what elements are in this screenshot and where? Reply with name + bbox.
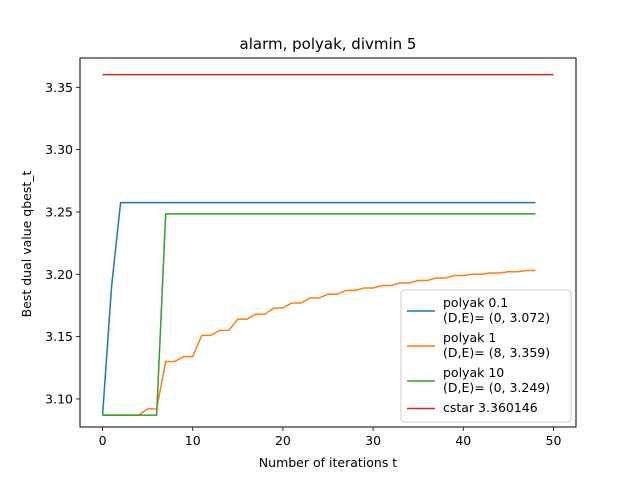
x-tick-label: 30 bbox=[365, 433, 381, 448]
legend-label-3: (D,E)= (0, 3.249) bbox=[443, 380, 550, 395]
y-tick-label: 3.30 bbox=[45, 142, 73, 157]
x-tick-label: 50 bbox=[546, 433, 562, 448]
y-tick-label: 3.25 bbox=[45, 204, 73, 219]
plot-lines bbox=[101, 73, 554, 416]
series-line-1 bbox=[101, 201, 536, 416]
legend-label-1: (D,E)= (0, 3.072) bbox=[443, 310, 550, 325]
x-tick-label: 40 bbox=[455, 433, 471, 448]
y-tick-label: 3.20 bbox=[45, 267, 73, 282]
legend-label-2: polyak 1 bbox=[443, 330, 496, 345]
x-tick-label: 0 bbox=[99, 433, 107, 448]
plot-frame bbox=[79, 57, 577, 428]
x-axis-ticks: 0 10 20 30 40 50 bbox=[99, 427, 562, 448]
y-tick-label: 3.15 bbox=[45, 329, 73, 344]
legend-label-2: (D,E)= (8, 3.359) bbox=[443, 345, 550, 360]
y-axis-label: Best dual value qbest_t bbox=[19, 170, 34, 317]
legend: polyak 0.1(D,E)= (0, 3.072)polyak 1(D,E)… bbox=[400, 289, 572, 423]
y-tick-label: 3.10 bbox=[45, 391, 73, 406]
series-line-3 bbox=[102, 213, 536, 416]
series-line-2 bbox=[102, 269, 536, 416]
legend-label-4: cstar 3.360146 bbox=[443, 400, 538, 415]
chart-title: alarm, polyak, divmin 5 bbox=[240, 35, 417, 53]
x-axis-label: Number of iterations t bbox=[259, 455, 398, 470]
legend-label-1: polyak 0.1 bbox=[443, 295, 508, 310]
y-axis-ticks: 3.10 3.15 3.20 3.25 3.30 3.35 bbox=[45, 80, 80, 406]
y-tick-label: 3.35 bbox=[45, 80, 73, 95]
legend-label-3: polyak 10 bbox=[443, 365, 504, 380]
x-tick-label: 10 bbox=[185, 433, 201, 448]
x-tick-label: 20 bbox=[275, 433, 291, 448]
legend-box bbox=[400, 289, 572, 423]
